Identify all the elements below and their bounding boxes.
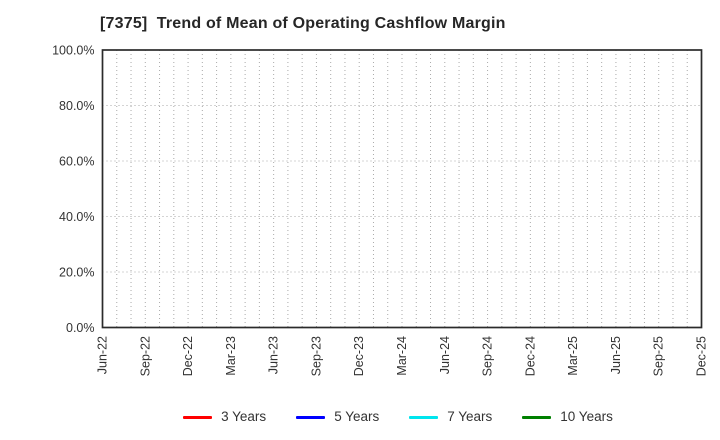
legend-item-5-years: 5 Years [296,408,379,426]
x-tick-label: Dec-25 [695,336,709,376]
x-tick-label: Mar-24 [395,336,409,376]
legend-line-swatch [522,415,552,419]
x-tick-label: Dec-23 [352,336,366,376]
x-tick-label: Mar-23 [224,336,238,376]
x-tick-label: Sep-23 [309,336,323,376]
chart-title: [7375] Trend of Mean of Operating Cashfl… [100,15,506,32]
legend: 3 Years 5 Years 7 Years 10 Years [38,408,720,426]
x-tick-label: Sep-25 [652,336,666,376]
y-tick-label: 80.0% [59,99,94,113]
plot-border [101,49,703,329]
legend-label: 5 Years [334,409,380,424]
x-tick-label: Mar-25 [566,336,580,376]
legend-item-7-years: 7 Years [409,408,492,426]
legend-label: 7 Years [447,409,493,424]
legend-line-swatch [296,415,326,419]
y-tick-label: 0.0% [66,321,95,335]
legend-line-swatch [183,415,213,419]
legend-label: 10 Years [560,409,613,424]
y-tick-label: 60.0% [59,155,94,169]
x-tick-label: Jun-22 [96,336,110,374]
legend-item-10-years: 10 Years [522,408,613,426]
x-tick-label: Jun-25 [609,336,623,374]
y-tick-label: 100.0% [52,44,94,58]
y-tick-label: 20.0% [59,266,94,280]
legend-item-3-years: 3 Years [183,408,266,426]
x-tick-label: Jun-24 [438,336,452,374]
y-tick-label: 40.0% [59,210,94,224]
x-tick-label: Jun-23 [267,336,281,374]
plot-area: 0.0% 20.0% 40.0% 60.0% 80.0% 100.0% Jun-22 Sep-… [52,44,709,377]
x-tick-label: Sep-22 [138,336,152,376]
x-tick-label: Dec-24 [523,336,537,376]
legend-line-swatch [409,415,439,419]
legend-label: 3 Years [221,409,267,424]
x-tick-label: Dec-22 [181,336,195,376]
x-tick-label: Sep-24 [481,336,495,376]
